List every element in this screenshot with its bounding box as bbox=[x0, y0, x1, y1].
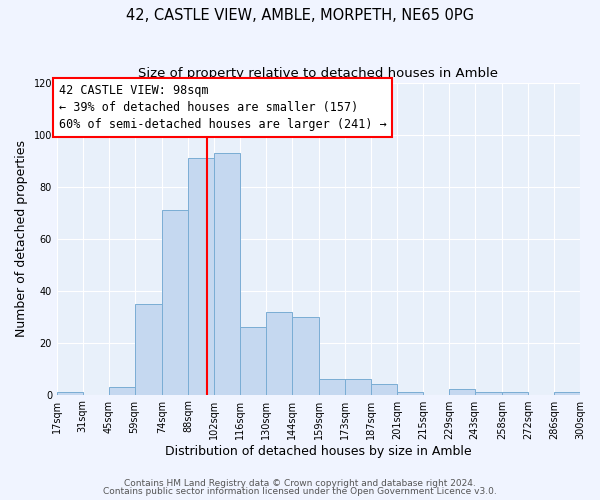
Bar bbox=[554, 392, 580, 394]
Bar bbox=[319, 379, 345, 394]
Bar bbox=[371, 384, 397, 394]
Text: 42, CASTLE VIEW, AMBLE, MORPETH, NE65 0PG: 42, CASTLE VIEW, AMBLE, MORPETH, NE65 0P… bbox=[126, 8, 474, 22]
Bar bbox=[449, 390, 475, 394]
Text: Contains public sector information licensed under the Open Government Licence v3: Contains public sector information licen… bbox=[103, 487, 497, 496]
Bar bbox=[214, 153, 240, 394]
Bar bbox=[109, 387, 134, 394]
Y-axis label: Number of detached properties: Number of detached properties bbox=[15, 140, 28, 338]
Text: 42 CASTLE VIEW: 98sqm
← 39% of detached houses are smaller (157)
60% of semi-det: 42 CASTLE VIEW: 98sqm ← 39% of detached … bbox=[59, 84, 386, 132]
Bar bbox=[266, 312, 292, 394]
Bar bbox=[397, 392, 423, 394]
Bar bbox=[240, 327, 266, 394]
Title: Size of property relative to detached houses in Amble: Size of property relative to detached ho… bbox=[139, 68, 499, 80]
X-axis label: Distribution of detached houses by size in Amble: Distribution of detached houses by size … bbox=[165, 444, 472, 458]
Bar bbox=[475, 392, 502, 394]
Bar bbox=[502, 392, 528, 394]
Bar bbox=[188, 158, 214, 394]
Bar bbox=[162, 210, 188, 394]
Bar bbox=[134, 304, 162, 394]
Text: Contains HM Land Registry data © Crown copyright and database right 2024.: Contains HM Land Registry data © Crown c… bbox=[124, 478, 476, 488]
Bar bbox=[292, 316, 319, 394]
Bar bbox=[345, 379, 371, 394]
Bar bbox=[57, 392, 83, 394]
